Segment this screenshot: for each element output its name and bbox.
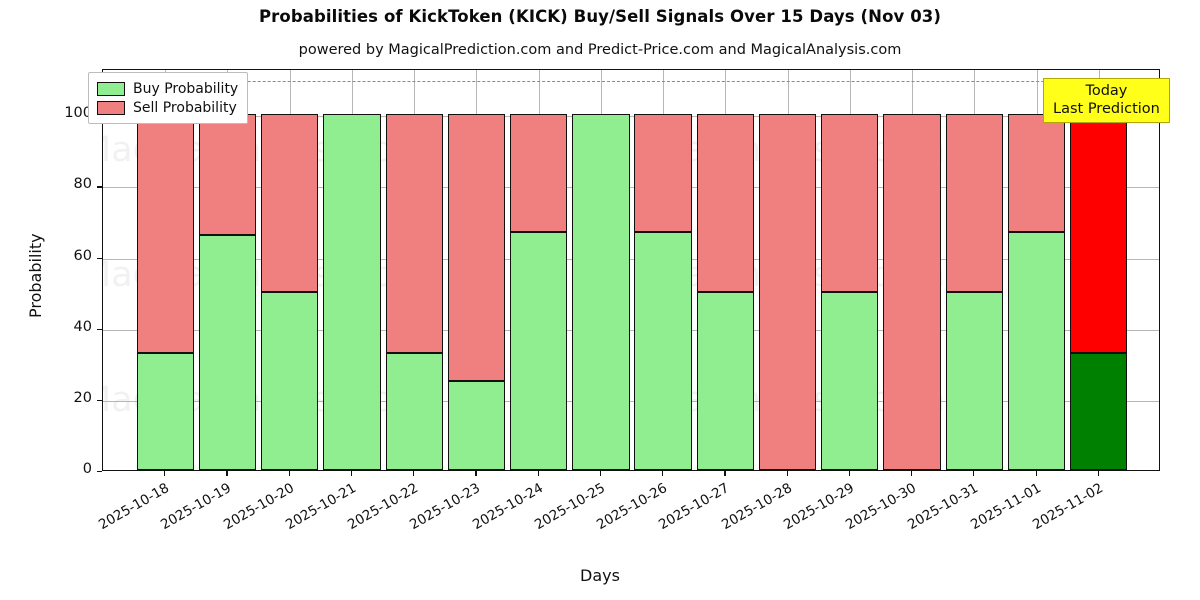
today-annotation-line1: Today <box>1085 83 1128 99</box>
bar-segment-sell <box>198 114 257 236</box>
bar-segment-buy <box>1070 352 1128 470</box>
bar-segment-sell <box>758 114 817 470</box>
today-annotation: Today Last Prediction <box>1043 78 1170 124</box>
bar-segment-buy <box>198 235 257 470</box>
y-axis-tick-mark <box>97 328 102 330</box>
x-axis-tick-mark <box>350 471 353 476</box>
bar-segment-sell <box>1070 114 1128 353</box>
x-axis-tick-mark <box>973 471 975 476</box>
x-axis-tick-mark <box>599 471 602 476</box>
bar-group[interactable] <box>323 70 381 470</box>
bar-segment-buy <box>136 352 194 470</box>
x-axis-tick-mark <box>662 471 664 476</box>
bar-group[interactable] <box>945 70 1003 470</box>
bar-segment-sell <box>634 114 692 232</box>
bar-segment-buy <box>385 352 443 470</box>
bar-group[interactable] <box>758 70 817 470</box>
bar-segment-sell <box>510 114 568 232</box>
reference-line <box>103 80 1159 82</box>
bar-group[interactable] <box>198 70 257 470</box>
x-axis-tick-mark <box>288 471 290 476</box>
legend-swatch-sell <box>97 100 125 115</box>
x-axis-tick-mark <box>1035 471 1037 476</box>
legend-item-sell: Sell Probability <box>97 98 238 117</box>
x-axis-tick-mark <box>475 471 477 476</box>
gridline-horizontal <box>103 187 1159 189</box>
x-axis-tick-mark <box>724 471 726 476</box>
bar-group[interactable] <box>1007 70 1066 470</box>
legend-label-buy: Buy Probability <box>133 80 239 97</box>
y-axis-tick-label: 100 <box>64 105 92 122</box>
gridline-horizontal <box>103 329 1159 331</box>
bar-segment-buy <box>945 292 1003 470</box>
bar-segment-sell <box>945 114 1003 293</box>
chart-subtitle: powered by MagicalPrediction.com and Pre… <box>298 42 902 58</box>
bar-group[interactable] <box>385 70 443 470</box>
bar-segment-buy <box>821 292 879 470</box>
gridline-horizontal <box>103 258 1159 260</box>
bar-segment-sell <box>261 114 319 293</box>
legend-label-sell: Sell Probability <box>133 99 237 116</box>
y-axis-label: Probability <box>26 233 45 318</box>
bar-segment-sell <box>136 114 194 353</box>
x-axis-tick-mark <box>226 471 228 476</box>
y-axis-tick-mark <box>97 399 102 402</box>
y-axis-tick-label: 80 <box>73 176 92 193</box>
y-axis-tick-label: 0 <box>82 461 92 477</box>
y-axis-tick-label: 60 <box>73 247 92 264</box>
x-axis-tick-mark <box>164 471 166 476</box>
chart-legend: Buy Probability Sell Probability <box>88 72 249 124</box>
chart-title: Probabilities of KickToken (KICK) Buy/Se… <box>258 7 942 26</box>
x-axis-tick-mark <box>848 471 850 476</box>
bar-segment-buy <box>696 292 754 470</box>
x-axis-tick-mark <box>1097 471 1099 476</box>
y-axis-tick-label: 20 <box>73 389 92 406</box>
gridline-horizontal <box>103 400 1159 402</box>
bar-group[interactable] <box>447 70 506 470</box>
x-axis-tick-mark <box>911 471 913 476</box>
bar-segment-sell <box>696 114 754 293</box>
y-axis-tick-mark <box>97 471 102 473</box>
bar-group[interactable] <box>261 70 319 470</box>
bar-group[interactable] <box>634 70 692 470</box>
plot-area: MagicalAnalysis.comMagicalAnalysis.comMa… <box>102 69 1160 471</box>
bar-segment-buy <box>634 231 692 470</box>
bar-group[interactable] <box>136 70 194 470</box>
bar-segment-buy <box>323 114 381 470</box>
y-axis-tick-mark <box>97 257 102 259</box>
y-axis-tick-label: 40 <box>73 318 92 335</box>
x-axis-tick-mark <box>537 471 539 476</box>
bar-segment-sell <box>385 114 443 353</box>
bar-segment-buy <box>572 114 630 470</box>
bar-segment-sell <box>1007 114 1066 232</box>
bar-segment-buy <box>1007 231 1066 470</box>
y-axis-tick-mark <box>97 186 102 188</box>
bar-group[interactable] <box>696 70 754 470</box>
bar-segment-buy <box>261 292 319 470</box>
gridline-horizontal <box>103 116 1159 118</box>
bar-group[interactable] <box>510 70 568 470</box>
bar-group[interactable] <box>1070 70 1128 470</box>
bar-segment-buy <box>510 231 568 470</box>
bar-group[interactable] <box>821 70 879 470</box>
bar-segment-sell <box>883 114 941 470</box>
legend-item-buy: Buy Probability <box>97 79 238 98</box>
bar-segment-sell <box>821 114 879 293</box>
bar-series <box>103 70 1159 470</box>
today-annotation-line2: Last Prediction <box>1053 101 1160 118</box>
x-axis-tick-mark <box>413 471 415 476</box>
x-axis-tick-mark <box>786 471 788 476</box>
x-axis-label: Days <box>580 566 620 585</box>
legend-swatch-buy <box>97 81 125 96</box>
bar-group[interactable] <box>572 70 630 470</box>
bar-group[interactable] <box>883 70 941 470</box>
bar-segment-sell <box>447 114 506 382</box>
bar-segment-buy <box>447 381 506 470</box>
